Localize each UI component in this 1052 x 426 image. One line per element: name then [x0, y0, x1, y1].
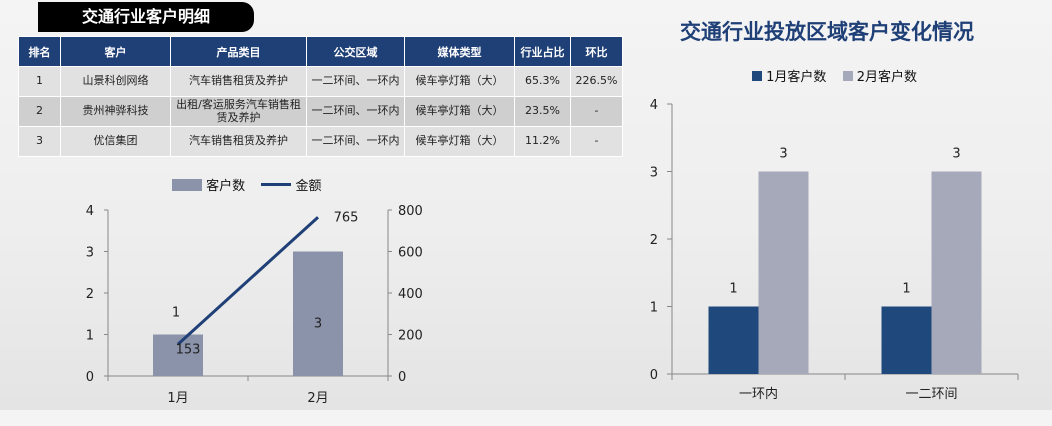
- cell-product: 汽车销售租赁及养护: [170, 66, 307, 97]
- customer-detail-table: 排名 客户 产品类目 公交区域 媒体类型 行业占比 环比 1 山景科创网络 汽车…: [18, 36, 623, 157]
- header-rank: 排名: [18, 36, 61, 67]
- y-tick-label: 0: [650, 368, 658, 383]
- region-chart: 0 1 2 3 4 一环内 1 3 一二环间 1 3: [650, 98, 1019, 402]
- table-title: 交通行业客户明细: [38, 2, 254, 32]
- bar-data-label: 1: [902, 282, 910, 297]
- x-tick-label: 一环内: [739, 386, 778, 402]
- y-tick-label: 1: [650, 301, 658, 316]
- cell-mom: -: [570, 126, 623, 157]
- cell-media: 候车亭灯箱（大）: [404, 126, 515, 157]
- table-row: 3 优信集团 汽车销售租赁及养护 一二环间、一环内 候车亭灯箱（大） 11.2%…: [18, 126, 623, 157]
- cell-rank: 2: [18, 96, 61, 127]
- cell-region: 一二环间、一环内: [306, 96, 405, 127]
- cell-mom: -: [570, 96, 623, 127]
- region-chart-title: 交通行业投放区域客户变化情况: [680, 20, 974, 44]
- bar-data-label: 1: [172, 306, 180, 321]
- legend-swatch-bar: [172, 178, 202, 191]
- right-y-tick-label: 0: [398, 370, 406, 385]
- cell-share: 11.2%: [514, 126, 571, 157]
- legend-label-amount: 金额: [295, 179, 322, 194]
- bar-feb-customers: [931, 171, 982, 374]
- left-y-tick-label: 0: [86, 370, 94, 385]
- bar-feb-customers: [758, 171, 809, 374]
- left-y-tick-label: 1: [86, 329, 94, 344]
- bar-jan-customers: [708, 306, 759, 374]
- cell-customer: 优信集团: [60, 126, 171, 157]
- bar-customers: [293, 251, 343, 376]
- header-media: 媒体类型: [404, 36, 515, 67]
- left-y-tick-label: 2: [86, 287, 94, 302]
- table-row: 2 贵州神骅科技 出租/客运服务汽车销售租赁及养护 一二环间、一环内 候车亭灯箱…: [18, 96, 623, 127]
- legend-swatch-feb: [842, 70, 853, 81]
- left-y-tick-label: 4: [86, 204, 94, 219]
- legend-swatch-line: [261, 183, 292, 186]
- line-amount: [176, 216, 320, 346]
- right-y-tick-label: 200: [398, 329, 423, 344]
- header-mom: 环比: [570, 36, 623, 67]
- y-tick-label: 4: [650, 98, 658, 113]
- cell-mom: 226.5%: [570, 66, 623, 97]
- cell-media: 候车亭灯箱（大）: [404, 96, 515, 127]
- header-product: 产品类目: [170, 36, 307, 67]
- cell-rank: 3: [18, 126, 61, 157]
- bar-data-label: 3: [952, 147, 960, 162]
- line-data-label: 765: [334, 210, 359, 225]
- line-data-label: 153: [176, 342, 201, 357]
- region-chart-legend: 1月客户数 2月客户数: [752, 66, 929, 85]
- right-y-tick-label: 800: [398, 204, 423, 219]
- x-tick-label: 2月: [307, 391, 328, 406]
- legend-label-feb: 2月客户数: [856, 70, 917, 85]
- x-tick-label: 一二环间: [905, 387, 957, 402]
- cell-media: 候车亭灯箱（大）: [404, 66, 515, 97]
- cell-share: 23.5%: [514, 96, 571, 127]
- y-tick-label: 2: [650, 233, 658, 248]
- y-tick-label: 3: [650, 166, 658, 181]
- cell-customer: 山景科创网络: [60, 66, 171, 97]
- header-customer: 客户: [60, 36, 171, 67]
- header-share: 行业占比: [514, 36, 571, 67]
- legend-label-jan: 1月客户数: [766, 70, 827, 85]
- bar-customers: [153, 334, 203, 376]
- combo-chart-legend: 客户数 金额: [172, 175, 333, 194]
- cell-product: 汽车销售租赁及养护: [170, 126, 307, 157]
- bar-data-label: 1: [729, 282, 737, 297]
- table-header-row: 排名 客户 产品类目 公交区域 媒体类型 行业占比 环比: [18, 36, 623, 67]
- cell-share: 65.3%: [514, 66, 571, 97]
- cell-region: 一二环间、一环内: [306, 126, 405, 157]
- legend-swatch-jan: [752, 70, 762, 81]
- bar-data-label: 3: [779, 147, 787, 162]
- bar-jan-customers: [881, 306, 932, 374]
- combo-chart: 0 1 2 3 4 0 200 400 600 800 1月 2月 1 3 153 765: [86, 204, 423, 406]
- right-y-tick-label: 400: [398, 287, 423, 302]
- x-tick-label: 1月: [167, 391, 188, 406]
- bar-data-label: 3: [314, 317, 322, 332]
- cell-product: 出租/客运服务汽车销售租赁及养护: [170, 96, 307, 127]
- left-y-tick-label: 3: [86, 246, 94, 261]
- header-region: 公交区域: [306, 36, 405, 67]
- legend-label-customers: 客户数: [206, 179, 246, 194]
- cell-customer: 贵州神骅科技: [60, 96, 171, 127]
- cell-region: 一二环间、一环内: [306, 66, 405, 97]
- right-y-tick-label: 600: [398, 246, 423, 261]
- cell-rank: 1: [18, 66, 61, 97]
- table-row: 1 山景科创网络 汽车销售租赁及养护 一二环间、一环内 候车亭灯箱（大） 65.…: [18, 66, 623, 97]
